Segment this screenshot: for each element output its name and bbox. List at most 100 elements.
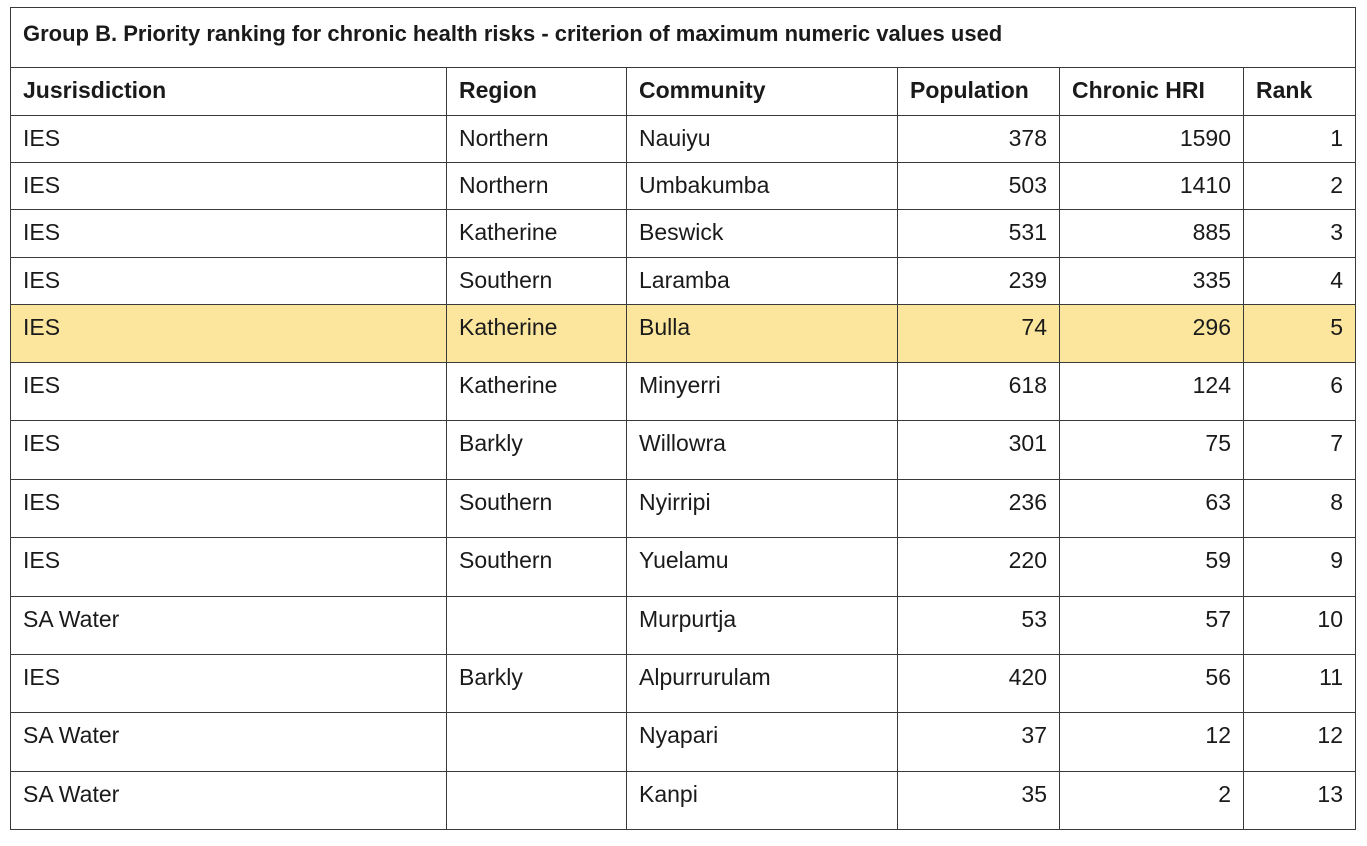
cell-jurisdiction: SA Water xyxy=(10,712,447,772)
cell-rank: 13 xyxy=(1243,771,1356,830)
cell-chronic-hri: 75 xyxy=(1059,420,1244,480)
cell-community: Yuelamu xyxy=(626,537,898,597)
cell-region xyxy=(446,596,627,655)
cell-chronic-hri: 57 xyxy=(1059,596,1244,655)
cell-rank: 11 xyxy=(1243,654,1356,713)
cell-jurisdiction: IES xyxy=(10,537,447,597)
cell-community: Nyirripi xyxy=(626,479,898,538)
table-row: IES Southern Laramba 239 335 4 xyxy=(10,257,1356,305)
table-row: IES Katherine Bulla 74 296 5 xyxy=(10,304,1356,363)
cell-rank: 3 xyxy=(1243,209,1356,258)
cell-chronic-hri: 56 xyxy=(1059,654,1244,713)
cell-population: 35 xyxy=(897,771,1060,830)
cell-jurisdiction: SA Water xyxy=(10,596,447,655)
cell-chronic-hri: 124 xyxy=(1059,362,1244,421)
cell-region: Northern xyxy=(446,162,627,210)
cell-region: Katherine xyxy=(446,209,627,258)
cell-chronic-hri: 296 xyxy=(1059,304,1244,363)
cell-jurisdiction: IES xyxy=(10,115,447,163)
cell-chronic-hri: 12 xyxy=(1059,712,1244,772)
cell-jurisdiction: SA Water xyxy=(10,771,447,830)
ranking-table-container: Group B. Priority ranking for chronic he… xyxy=(10,7,1356,830)
cell-region xyxy=(446,771,627,830)
cell-population: 420 xyxy=(897,654,1060,713)
table-body: IES Northern Nauiyu 378 1590 1 IES Northern Umba… xyxy=(10,115,1356,830)
cell-rank: 10 xyxy=(1243,596,1356,655)
cell-region: Southern xyxy=(446,537,627,597)
cell-chronic-hri: 885 xyxy=(1059,209,1244,258)
table-row: IES Barkly Willowra 301 75 7 xyxy=(10,420,1356,480)
cell-jurisdiction: IES xyxy=(10,362,447,421)
cell-region: Barkly xyxy=(446,654,627,713)
cell-jurisdiction: IES xyxy=(10,654,447,713)
table-row: SA Water Nyapari 37 12 12 xyxy=(10,712,1356,772)
cell-chronic-hri: 335 xyxy=(1059,257,1244,305)
cell-community: Laramba xyxy=(626,257,898,305)
cell-region: Southern xyxy=(446,257,627,305)
cell-rank: 5 xyxy=(1243,304,1356,363)
cell-chronic-hri: 1410 xyxy=(1059,162,1244,210)
table-row: SA Water Murpurtja 53 57 10 xyxy=(10,596,1356,655)
header-jurisdiction: Jusrisdiction xyxy=(10,67,447,116)
cell-jurisdiction: IES xyxy=(10,162,447,210)
cell-population: 53 xyxy=(897,596,1060,655)
table-row: IES Northern Nauiyu 378 1590 1 xyxy=(10,115,1356,163)
table-row: SA Water Kanpi 35 2 13 xyxy=(10,771,1356,830)
cell-rank: 7 xyxy=(1243,420,1356,480)
cell-region: Northern xyxy=(446,115,627,163)
cell-region: Barkly xyxy=(446,420,627,480)
cell-jurisdiction: IES xyxy=(10,209,447,258)
cell-population: 378 xyxy=(897,115,1060,163)
cell-chronic-hri: 63 xyxy=(1059,479,1244,538)
table-header-row: Jusrisdiction Region Community Populatio… xyxy=(10,67,1356,116)
header-population: Population xyxy=(897,67,1060,116)
header-rank: Rank xyxy=(1243,67,1356,116)
cell-population: 239 xyxy=(897,257,1060,305)
cell-population: 301 xyxy=(897,420,1060,480)
cell-community: Alpurrurulam xyxy=(626,654,898,713)
table-caption: Group B. Priority ranking for chronic he… xyxy=(10,7,1356,68)
cell-region: Southern xyxy=(446,479,627,538)
cell-region: Katherine xyxy=(446,304,627,363)
cell-rank: 1 xyxy=(1243,115,1356,163)
cell-community: Kanpi xyxy=(626,771,898,830)
cell-community: Beswick xyxy=(626,209,898,258)
cell-rank: 6 xyxy=(1243,362,1356,421)
cell-population: 236 xyxy=(897,479,1060,538)
header-community: Community xyxy=(626,67,898,116)
cell-population: 531 xyxy=(897,209,1060,258)
header-chronic-hri: Chronic HRI xyxy=(1059,67,1244,116)
table-caption-row: Group B. Priority ranking for chronic he… xyxy=(10,7,1356,68)
cell-chronic-hri: 59 xyxy=(1059,537,1244,597)
cell-population: 618 xyxy=(897,362,1060,421)
cell-rank: 12 xyxy=(1243,712,1356,772)
cell-region: Katherine xyxy=(446,362,627,421)
cell-community: Nauiyu xyxy=(626,115,898,163)
table-row: IES Southern Yuelamu 220 59 9 xyxy=(10,537,1356,597)
cell-population: 37 xyxy=(897,712,1060,772)
cell-community: Willowra xyxy=(626,420,898,480)
cell-community: Umbakumba xyxy=(626,162,898,210)
cell-population: 503 xyxy=(897,162,1060,210)
cell-community: Murpurtja xyxy=(626,596,898,655)
cell-rank: 2 xyxy=(1243,162,1356,210)
cell-rank: 4 xyxy=(1243,257,1356,305)
cell-chronic-hri: 1590 xyxy=(1059,115,1244,163)
table-row: IES Katherine Beswick 531 885 3 xyxy=(10,209,1356,258)
cell-jurisdiction: IES xyxy=(10,479,447,538)
table-row: IES Southern Nyirripi 236 63 8 xyxy=(10,479,1356,538)
cell-jurisdiction: IES xyxy=(10,304,447,363)
priority-ranking-table: Group B. Priority ranking for chronic he… xyxy=(10,7,1356,830)
cell-jurisdiction: IES xyxy=(10,257,447,305)
cell-population: 220 xyxy=(897,537,1060,597)
cell-region xyxy=(446,712,627,772)
cell-jurisdiction: IES xyxy=(10,420,447,480)
cell-population: 74 xyxy=(897,304,1060,363)
cell-community: Bulla xyxy=(626,304,898,363)
table-row: IES Katherine Minyerri 618 124 6 xyxy=(10,362,1356,421)
cell-chronic-hri: 2 xyxy=(1059,771,1244,830)
cell-community: Minyerri xyxy=(626,362,898,421)
header-region: Region xyxy=(446,67,627,116)
cell-rank: 8 xyxy=(1243,479,1356,538)
cell-rank: 9 xyxy=(1243,537,1356,597)
